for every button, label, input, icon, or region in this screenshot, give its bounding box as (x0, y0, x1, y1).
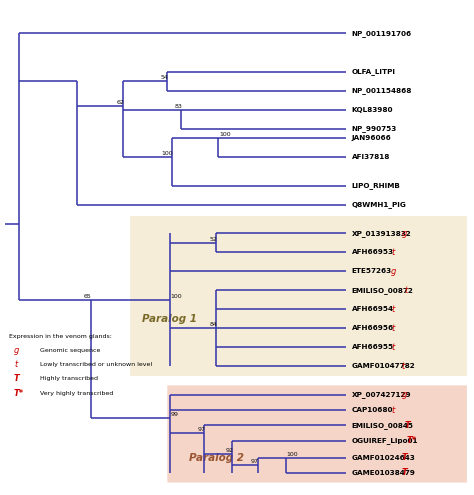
Text: 54: 54 (160, 75, 168, 80)
Text: T*: T* (14, 389, 24, 397)
Text: GAME01038479: GAME01038479 (352, 470, 416, 476)
Text: Expression in the venom glands:: Expression in the venom glands: (9, 334, 112, 339)
Text: t: t (404, 286, 407, 295)
Text: OLFA_LITPI: OLFA_LITPI (352, 68, 396, 75)
Text: AFH66956: AFH66956 (352, 325, 394, 331)
Text: 100: 100 (219, 132, 231, 137)
Text: T: T (404, 421, 410, 430)
Text: AFH66955: AFH66955 (352, 345, 394, 350)
Text: 97: 97 (197, 427, 205, 432)
Text: GAMF01047782: GAMF01047782 (352, 363, 416, 369)
Text: T*: T* (407, 436, 417, 445)
Text: ETE57263: ETE57263 (352, 268, 392, 274)
Text: EMILISO_00845: EMILISO_00845 (352, 422, 414, 429)
Text: Paralog 2: Paralog 2 (189, 453, 244, 463)
Text: Genomic sequence: Genomic sequence (39, 347, 100, 353)
Text: AFI37818: AFI37818 (352, 154, 390, 160)
Text: AFH66954: AFH66954 (352, 306, 394, 312)
Text: 83: 83 (174, 103, 182, 108)
Text: Very highly transcribed: Very highly transcribed (39, 391, 113, 396)
Text: 97: 97 (251, 459, 259, 464)
Text: T: T (401, 468, 407, 478)
Text: g: g (14, 346, 19, 355)
Text: t: t (391, 343, 394, 352)
Text: KQL83980: KQL83980 (352, 106, 393, 112)
Text: 92: 92 (225, 448, 233, 453)
Text: 100: 100 (161, 151, 173, 156)
Text: t: t (14, 360, 17, 369)
Text: T: T (401, 453, 407, 462)
Text: XP_013913832: XP_013913832 (352, 230, 411, 237)
Text: NP_001154868: NP_001154868 (352, 87, 412, 94)
Text: 62: 62 (116, 100, 124, 105)
Text: 100: 100 (171, 294, 182, 299)
Text: g: g (401, 391, 407, 399)
Text: g: g (401, 229, 407, 238)
FancyBboxPatch shape (167, 385, 467, 483)
Text: EMILISO_00872: EMILISO_00872 (352, 287, 414, 294)
Text: 84: 84 (209, 322, 217, 327)
Text: T: T (14, 374, 20, 383)
Text: LIPO_RHIMB: LIPO_RHIMB (352, 182, 401, 189)
Text: t: t (391, 405, 394, 415)
Text: Highly transcribed: Highly transcribed (39, 376, 98, 381)
FancyBboxPatch shape (130, 216, 467, 376)
Text: 99: 99 (171, 412, 179, 417)
Text: XP_007427129: XP_007427129 (352, 392, 411, 398)
Text: AFH66953: AFH66953 (352, 249, 394, 255)
Text: OGUIREF_Lipo01: OGUIREF_Lipo01 (352, 437, 418, 444)
Text: NP_001191706: NP_001191706 (352, 30, 412, 37)
Text: t: t (391, 305, 394, 314)
Text: 100: 100 (287, 452, 298, 457)
Text: t: t (391, 324, 394, 333)
Text: Paralog 1: Paralog 1 (142, 314, 197, 324)
Text: t: t (391, 248, 394, 257)
Text: Q8WMH1_PIG: Q8WMH1_PIG (352, 201, 407, 208)
Text: CAP10680: CAP10680 (352, 407, 393, 413)
Text: GAMF01024643: GAMF01024643 (352, 455, 416, 461)
Text: NP_990753: NP_990753 (352, 125, 397, 132)
Text: g: g (391, 267, 397, 276)
Text: JAN96066: JAN96066 (352, 135, 392, 141)
Text: t: t (401, 362, 405, 371)
Text: Lowly transcribed or unknown level: Lowly transcribed or unknown level (39, 362, 152, 367)
Text: 65: 65 (84, 294, 91, 299)
Text: 52: 52 (209, 237, 217, 242)
